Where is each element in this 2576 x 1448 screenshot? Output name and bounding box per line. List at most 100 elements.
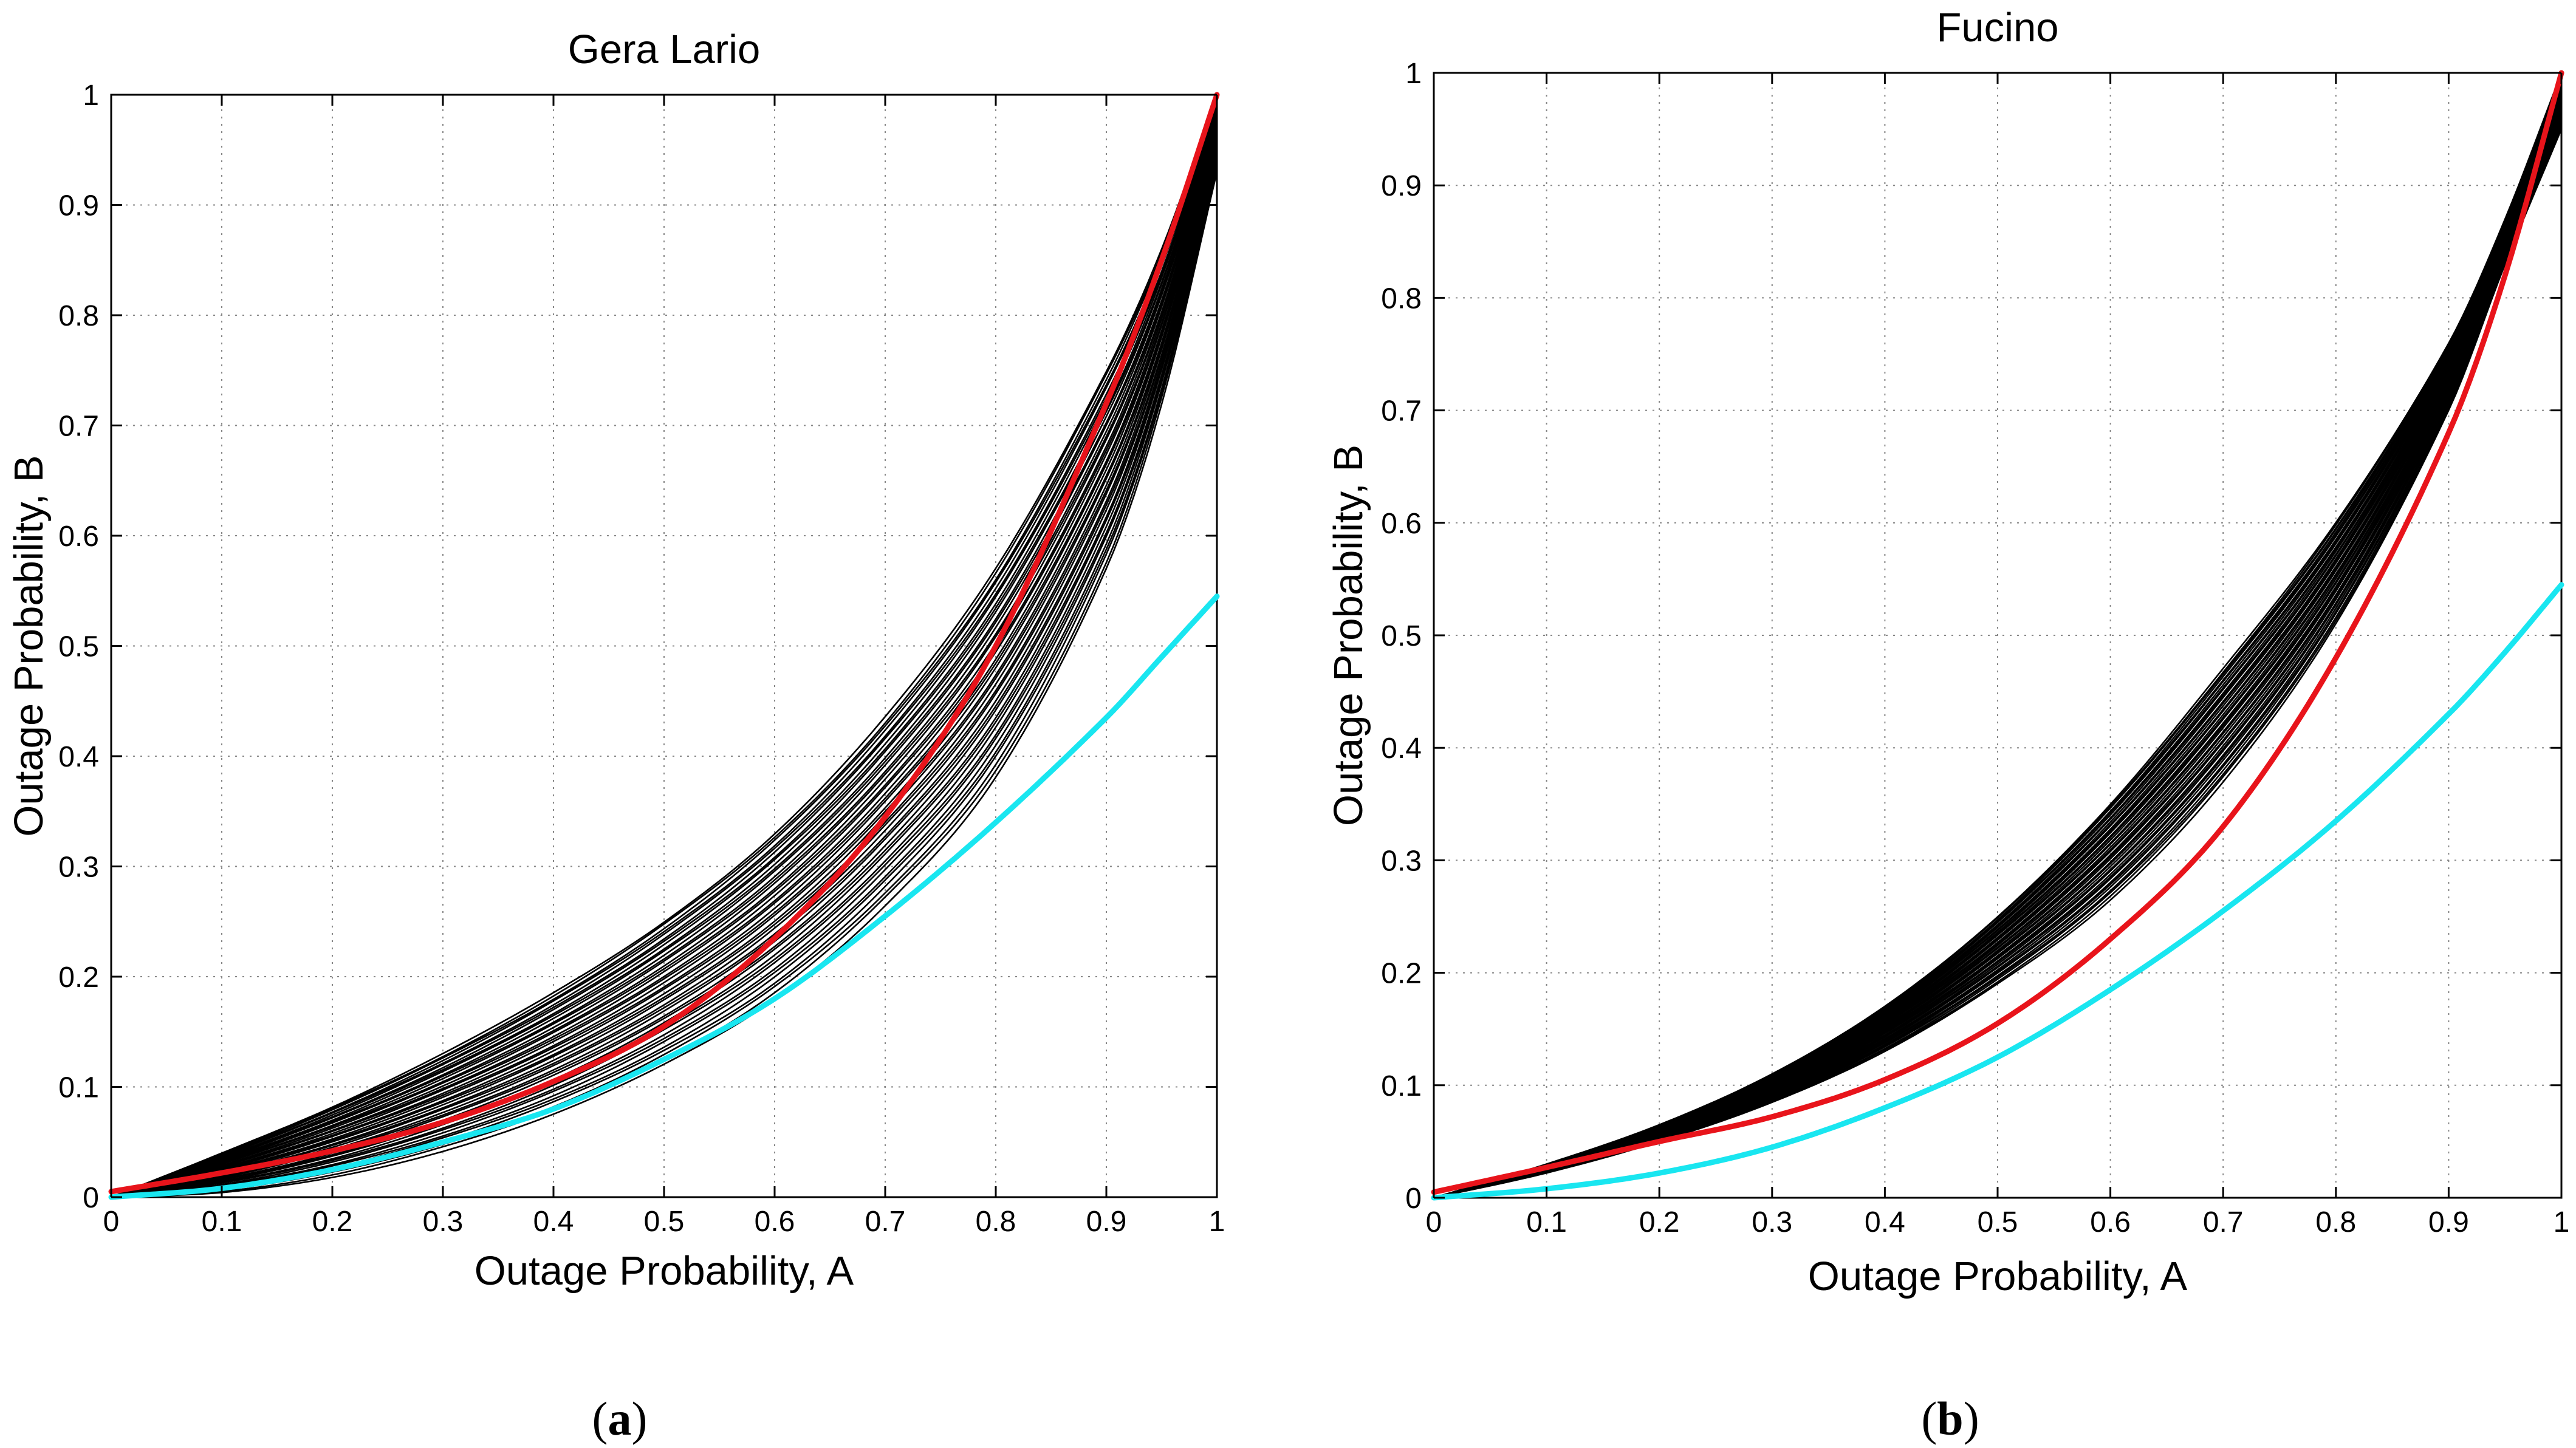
y-tick-label: 0.2 (1381, 958, 1422, 990)
x-tick-label: 1 (2554, 1206, 2570, 1238)
x-tick-label: 0.2 (1639, 1206, 1680, 1238)
ensemble-curve (111, 109, 1218, 1198)
y-tick-label: 0.7 (58, 411, 99, 443)
ensemble-curve (1433, 72, 2563, 1199)
panel-label-letter: a (608, 1392, 632, 1445)
ensemble-curve (111, 123, 1218, 1198)
ensemble-curve (111, 125, 1218, 1198)
ensemble-curve (111, 96, 1218, 1198)
ensemble-curve (111, 133, 1218, 1198)
chart-title: Gera Lario (568, 27, 761, 72)
ensemble-curve (111, 153, 1218, 1198)
x-tick-label: 0.7 (2203, 1206, 2244, 1238)
y-tick-label: 0.7 (1381, 395, 1422, 428)
ensemble-curve (111, 112, 1218, 1198)
y-tick-label: 0.8 (1381, 282, 1422, 315)
panel-label-letter: b (1937, 1392, 1963, 1445)
y-axis-label: Outage Probability, B (1326, 445, 1371, 826)
ensemble-curve (111, 131, 1218, 1198)
ensemble-curve (1433, 126, 2563, 1199)
y-tick-label: 0.4 (1381, 733, 1422, 765)
ensemble-curve (1433, 76, 2563, 1199)
y-tick-label: 0.3 (58, 852, 99, 884)
x-tick-label: 1 (1209, 1206, 1225, 1238)
y-tick-label: 0.9 (1381, 170, 1422, 202)
y-axis-label: Outage Probability, B (6, 455, 52, 836)
x-tick-label: 0.9 (2428, 1206, 2469, 1238)
ensemble-curve (1433, 88, 2563, 1199)
x-tick-label: 0.5 (644, 1206, 685, 1238)
ensemble-curve (1433, 97, 2563, 1199)
ensemble-curve (111, 159, 1218, 1198)
ensemble-curve (111, 155, 1218, 1198)
ensemble-curve (111, 129, 1218, 1198)
x-tick-label: 0.3 (1752, 1206, 1792, 1238)
chart-panel-fucino: 0 0.1 0.2 0.3 0.4 0.5 0.6 0.7 0.8 0.9 1 0 0.1 0.2 0.3 0… (1326, 5, 2569, 1445)
y-tick-label: 1 (83, 80, 99, 112)
ensemble-curve (1433, 104, 2563, 1199)
ensemble-curve (1433, 84, 2563, 1199)
ensemble-curve (111, 103, 1218, 1198)
ensemble-curve (1433, 95, 2563, 1199)
series-line-cyan (1431, 582, 2564, 1201)
x-tick-label: 0.6 (2090, 1206, 2131, 1238)
x-tick-label: 0.8 (976, 1206, 1016, 1238)
panel-label: (a) (592, 1392, 648, 1445)
x-tick-label: 0.7 (865, 1206, 906, 1238)
x-tick-label: 0.5 (1978, 1206, 2018, 1238)
y-tick-label: 0 (83, 1182, 99, 1214)
x-tick-label: 0.1 (202, 1206, 242, 1238)
ensemble-curve (1433, 125, 2563, 1199)
ensemble-curve (1433, 109, 2563, 1199)
ensemble-curve (111, 111, 1218, 1198)
y-tick-label: 0.2 (58, 961, 99, 994)
ensemble-curve (1433, 83, 2563, 1199)
ensemble-curve (111, 127, 1218, 1198)
y-tick-label: 1 (1405, 58, 1422, 90)
y-tick-label: 0.5 (58, 631, 99, 663)
series-line-red (1431, 70, 2564, 1195)
x-tick-label: 0.6 (755, 1206, 795, 1238)
x-axis-label: Outage Probability, A (474, 1248, 854, 1294)
ensemble-curve (111, 147, 1218, 1198)
y-tick-label: 0.4 (58, 741, 99, 773)
x-axis-label: Outage Probability, A (1808, 1254, 2188, 1299)
ensemble-curve (111, 100, 1218, 1198)
x-tick-label: 0 (103, 1206, 120, 1238)
ensemble-curve (1433, 92, 2563, 1199)
ensemble-curve (111, 121, 1218, 1198)
y-tick-label: 0.5 (1381, 620, 1422, 652)
ensemble-curve (111, 94, 1218, 1198)
ensemble-curve (1433, 111, 2563, 1199)
y-tick-label: 0.1 (1381, 1070, 1422, 1102)
ensemble-curve (1433, 91, 2563, 1199)
ensemble-curve (111, 98, 1218, 1198)
x-tick-label: 0.3 (423, 1206, 464, 1238)
x-tick-label: 0.2 (312, 1206, 353, 1238)
ensemble-curve (111, 149, 1218, 1198)
y-tick-label: 0.6 (58, 521, 99, 553)
ensemble-curve (1433, 94, 2563, 1199)
y-tick-label: 0 (1405, 1183, 1422, 1215)
x-tick-label: 0.1 (1526, 1206, 1567, 1238)
ensemble-curve (111, 151, 1218, 1198)
y-tick-label: 0.8 (58, 300, 99, 332)
x-tick-label: 0.9 (1086, 1206, 1127, 1238)
ensemble-curve (111, 107, 1218, 1198)
x-tick-label: 0.4 (533, 1206, 574, 1238)
ensemble-curve (111, 114, 1218, 1198)
x-tick-label: 0 (1426, 1206, 1442, 1238)
series-line-cyan (108, 593, 1220, 1200)
y-tick-label: 0.6 (1381, 508, 1422, 540)
ensemble-curve (1433, 108, 2563, 1199)
y-tick-label: 0.9 (58, 190, 99, 222)
panel-label: (b) (1921, 1392, 1979, 1445)
ensemble-curve (1433, 78, 2563, 1199)
ensemble-curve (111, 171, 1218, 1198)
x-tick-label: 0.4 (1865, 1206, 1905, 1238)
x-tick-label: 0.8 (2315, 1206, 2356, 1238)
series-line-red (108, 92, 1220, 1195)
ensemble-curve (111, 157, 1218, 1198)
ensemble-curve (1433, 103, 2563, 1199)
